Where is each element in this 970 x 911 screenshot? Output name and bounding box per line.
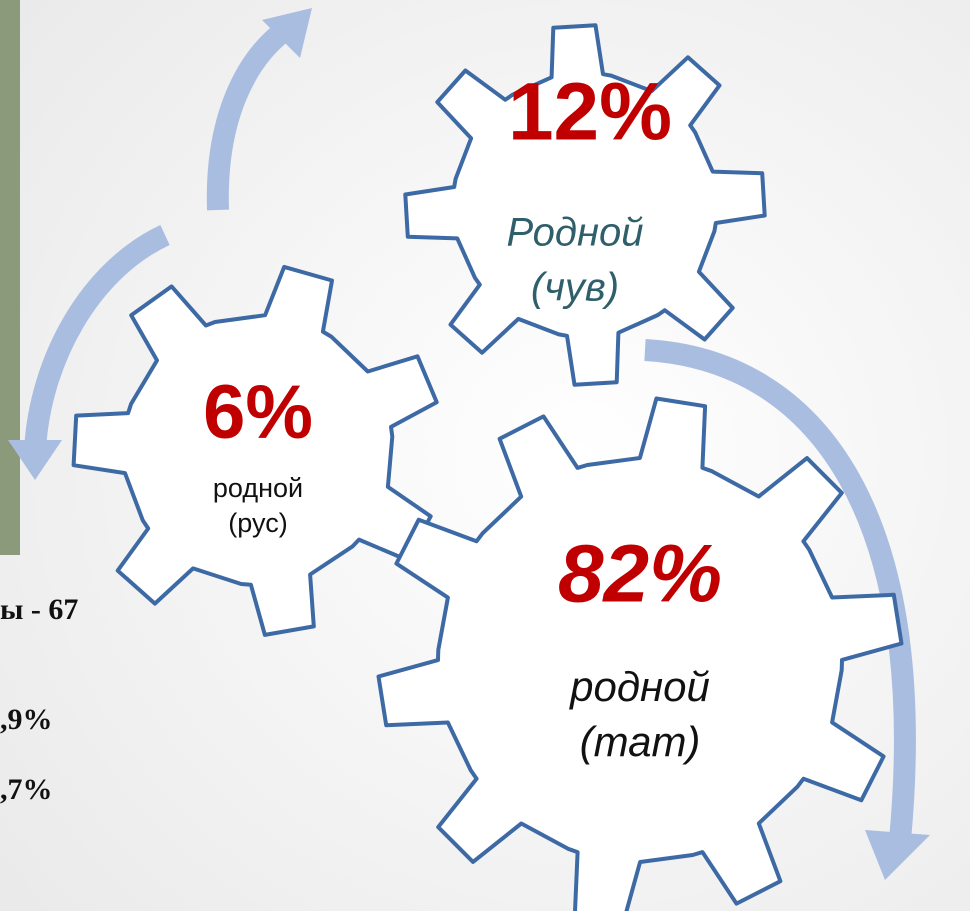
gear bbox=[376, 396, 904, 911]
gear-label: Родной bbox=[506, 211, 643, 255]
gear-label: родной bbox=[213, 473, 303, 503]
photo-edge bbox=[0, 0, 20, 555]
arrow bbox=[24, 225, 170, 451]
gear-percent: 12% bbox=[508, 67, 672, 158]
side-text: ы - 67 bbox=[0, 593, 78, 626]
gear bbox=[403, 23, 767, 387]
arrow-head bbox=[865, 830, 930, 880]
arrow bbox=[644, 339, 916, 842]
arrow bbox=[206, 21, 292, 211]
arrow-head bbox=[8, 440, 62, 480]
arrow-head bbox=[262, 8, 312, 58]
gear-label: родной bbox=[568, 663, 710, 710]
gear-label: (тат) bbox=[580, 718, 701, 765]
gear-label: (чув) bbox=[531, 266, 619, 310]
gear bbox=[71, 264, 439, 637]
side-text: ,9% bbox=[0, 703, 53, 736]
side-text: ,7% bbox=[0, 773, 53, 806]
gear-label: (рус) bbox=[228, 508, 287, 538]
gear-percent: 6% bbox=[203, 370, 313, 455]
gear-percent: 82% bbox=[558, 529, 722, 620]
